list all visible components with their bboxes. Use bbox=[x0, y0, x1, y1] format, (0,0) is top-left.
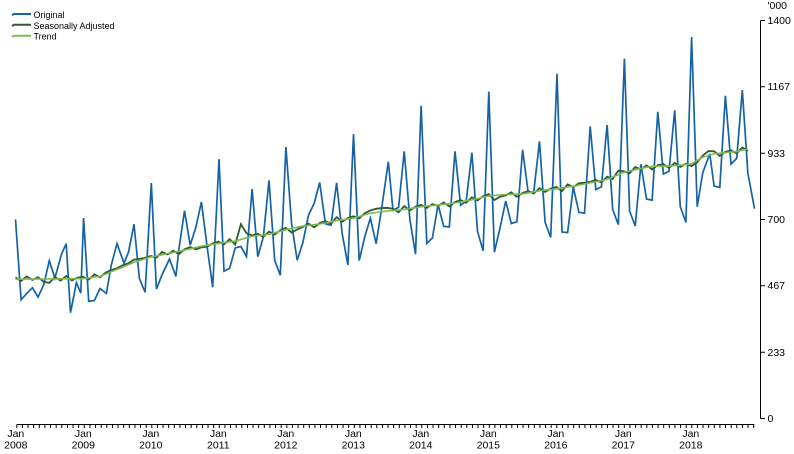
svg-text:233: 233 bbox=[768, 347, 786, 359]
svg-text:2011: 2011 bbox=[207, 440, 230, 452]
svg-text:Trend: Trend bbox=[34, 32, 57, 42]
svg-text:Jan: Jan bbox=[682, 428, 699, 440]
svg-text:Seasonally Adjusted: Seasonally Adjusted bbox=[34, 21, 115, 31]
svg-text:2008: 2008 bbox=[4, 440, 28, 452]
svg-text:933: 933 bbox=[768, 148, 786, 160]
svg-text:0: 0 bbox=[768, 413, 774, 425]
svg-text:Jan: Jan bbox=[615, 428, 632, 440]
svg-text:2010: 2010 bbox=[139, 440, 163, 452]
svg-text:700: 700 bbox=[768, 214, 786, 226]
svg-text:467: 467 bbox=[768, 280, 786, 292]
svg-text:Jan: Jan bbox=[75, 428, 92, 440]
svg-text:Jan: Jan bbox=[345, 428, 362, 440]
svg-text:1167: 1167 bbox=[768, 81, 791, 93]
svg-text:2013: 2013 bbox=[342, 440, 366, 452]
svg-text:Jan: Jan bbox=[277, 428, 294, 440]
svg-text:2017: 2017 bbox=[612, 440, 636, 452]
svg-text:2016: 2016 bbox=[544, 440, 568, 452]
svg-text:Jan: Jan bbox=[547, 428, 564, 440]
svg-text:Jan: Jan bbox=[7, 428, 24, 440]
svg-text:Jan: Jan bbox=[210, 428, 227, 440]
svg-text:Original: Original bbox=[34, 10, 65, 20]
svg-text:2015: 2015 bbox=[477, 440, 501, 452]
svg-text:Jan: Jan bbox=[480, 428, 497, 440]
svg-text:1400: 1400 bbox=[768, 15, 792, 27]
svg-text:Jan: Jan bbox=[412, 428, 429, 440]
svg-text:Jan: Jan bbox=[142, 428, 159, 440]
svg-text:2014: 2014 bbox=[409, 440, 433, 452]
svg-text:2009: 2009 bbox=[72, 440, 96, 452]
svg-text:2018: 2018 bbox=[679, 440, 703, 452]
svg-text:'000: '000 bbox=[768, 0, 788, 12]
svg-text:2012: 2012 bbox=[274, 440, 298, 452]
